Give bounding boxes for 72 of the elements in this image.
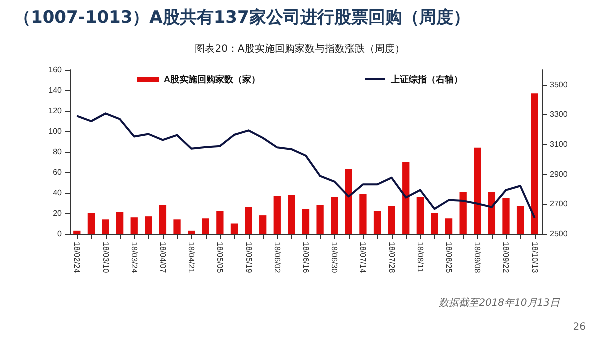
- text: 26: [573, 322, 586, 333]
- text: 数据截至2018年10月13日: [439, 296, 560, 310]
- x-tick-label: 18/06/16: [302, 242, 310, 274]
- line-series: [76, 112, 536, 220]
- bar: [260, 216, 267, 234]
- y-tick-label: 20: [53, 209, 63, 218]
- x-tick-label: 18/03/10: [101, 242, 110, 274]
- bar: [416, 197, 424, 234]
- x-tick-label: 18/09/08: [473, 242, 482, 274]
- x-tick-label: 18/05/05: [216, 242, 225, 274]
- bar: [174, 220, 181, 234]
- chart-title: （1007-1013）A股共有137家公司进行股票回购（周度）: [14, 7, 470, 29]
- bar: [445, 218, 453, 234]
- y-tick-label: 60: [53, 168, 63, 177]
- bar: [516, 206, 524, 234]
- y-tick-label: 80: [53, 148, 63, 156]
- y-tick-label: 160: [48, 66, 63, 74]
- bar: [374, 211, 382, 234]
- bar: [388, 206, 396, 234]
- y-tick-label: 100: [48, 127, 63, 136]
- x-tick-label: 18/10/13: [530, 242, 540, 274]
- y-tick-label: 140: [48, 86, 63, 95]
- bar: [230, 224, 238, 234]
- x-tick-label: 18/06/30: [330, 242, 340, 274]
- y2-tick-label: 2900: [550, 170, 568, 179]
- chart-subtitle: 图表20：A股实施回购家数与指数涨跌（周度）: [194, 42, 406, 56]
- x-tick-label: 18/05/19: [244, 242, 254, 274]
- legend-label: A股实施回购家数（家）: [164, 74, 260, 84]
- y-tick-label: 40: [53, 188, 63, 198]
- y2-tick-label: 2500: [550, 230, 568, 238]
- x-tick-label: 18/02/24: [72, 242, 82, 274]
- bar: [245, 207, 252, 234]
- bar: [202, 218, 210, 234]
- y2-tick-label: 3500: [550, 80, 568, 90]
- y-tick-label: 0: [58, 230, 63, 238]
- y-tick-label: 120: [48, 106, 63, 116]
- bar: [288, 195, 296, 234]
- bar: [216, 211, 224, 234]
- bar: [88, 214, 96, 234]
- bar: [331, 197, 338, 234]
- bar: [159, 205, 167, 234]
- x-tick-label: 18/04/21: [187, 242, 196, 274]
- y2-tick-label: 2700: [550, 200, 568, 209]
- bar: [502, 198, 510, 234]
- bar: [316, 205, 324, 234]
- bar: [274, 196, 281, 234]
- bar: [102, 220, 110, 234]
- y2-tick-label: 3100: [550, 140, 568, 150]
- bar: [74, 230, 81, 234]
- bar: [488, 192, 496, 234]
- bar: [345, 169, 352, 234]
- x-tick-label: 18/07/14: [358, 242, 368, 274]
- bar: [116, 212, 124, 234]
- bar: [145, 216, 152, 234]
- x-tick-label: 18/04/07: [158, 242, 168, 274]
- x-tick-label: 18/08/11: [416, 242, 425, 274]
- x-tick-label: 18/06/02: [272, 242, 282, 274]
- bar: [431, 214, 438, 234]
- x-tick-label: 18/03/24: [130, 242, 139, 274]
- bar: [188, 230, 196, 234]
- bar: [302, 209, 310, 234]
- bar: [402, 162, 410, 234]
- y2-tick-label: 3300: [550, 110, 568, 120]
- bar: [360, 194, 367, 234]
- x-tick-label: 18/08/25: [444, 242, 454, 274]
- legend-label: 上证综指（右轴）: [390, 74, 463, 84]
- bar: [460, 192, 467, 234]
- bar: [531, 94, 538, 234]
- bar: [130, 218, 138, 234]
- x-tick-label: 18/07/28: [387, 242, 396, 274]
- x-tick-label: 18/09/22: [502, 242, 511, 274]
- bar: [474, 148, 482, 234]
